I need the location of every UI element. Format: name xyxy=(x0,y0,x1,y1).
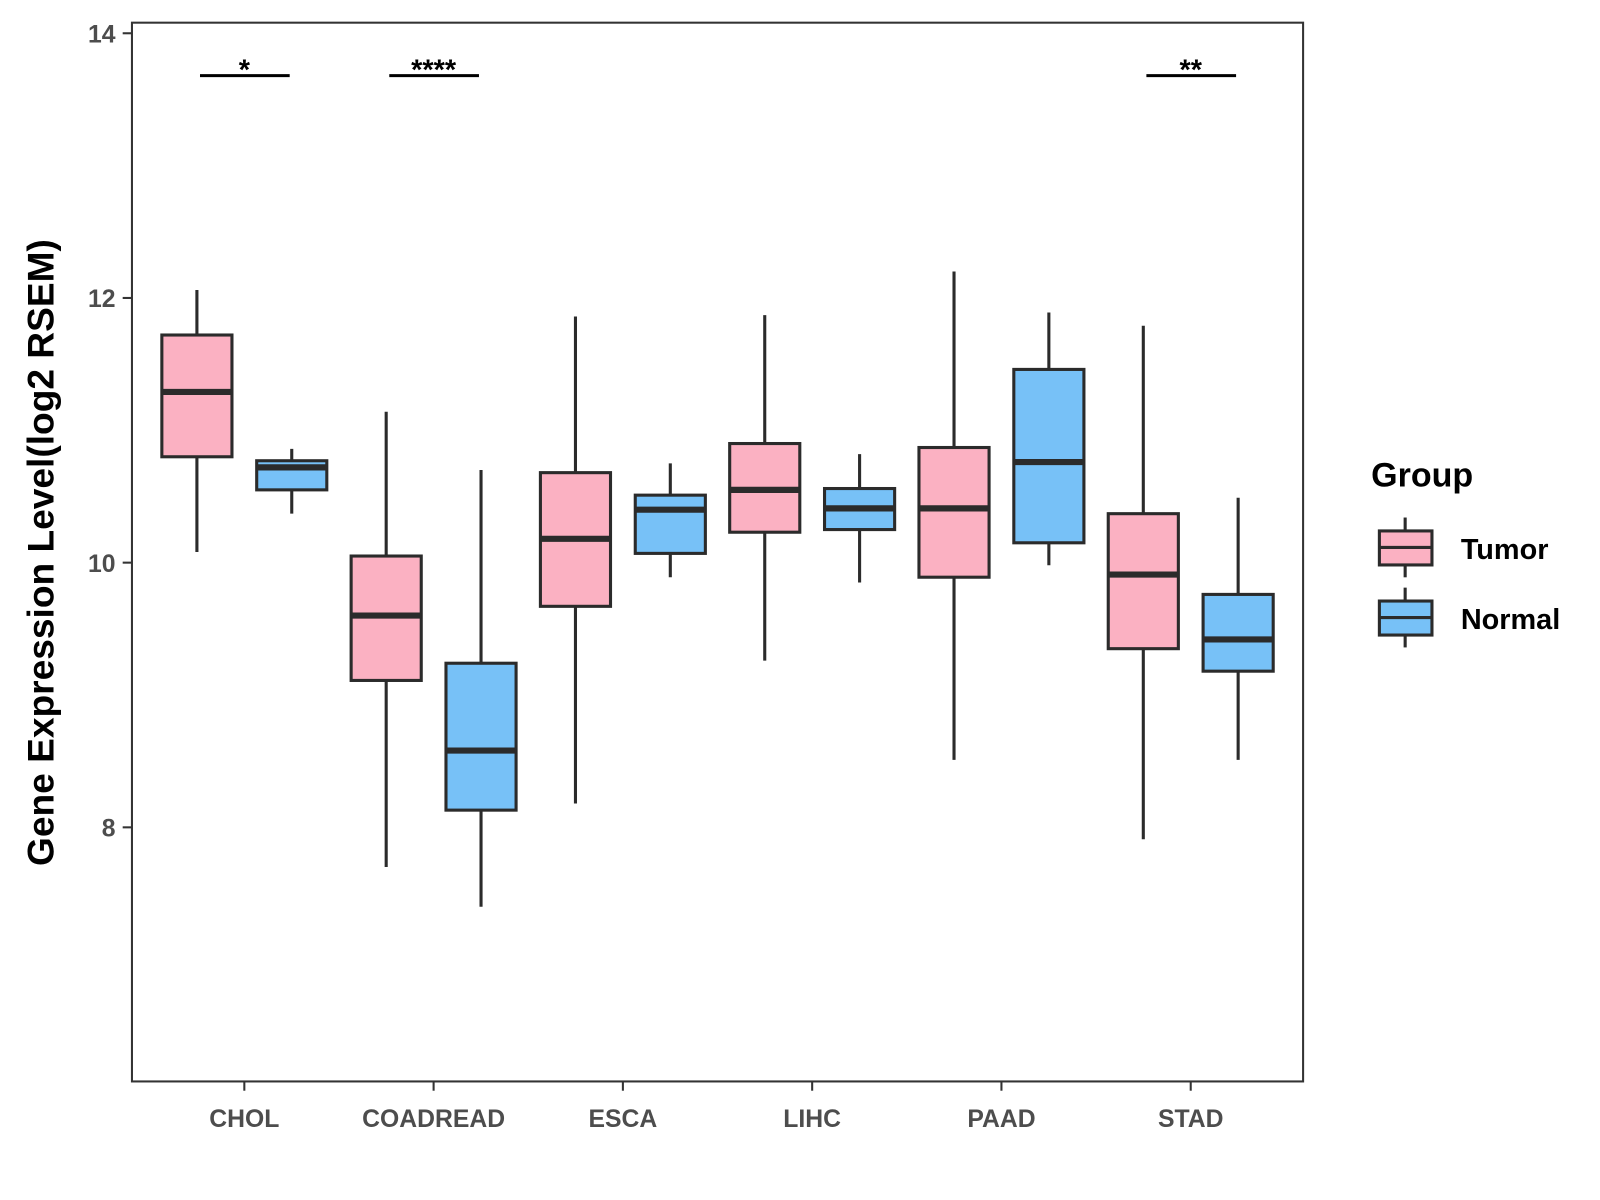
y-tick-label: 14 xyxy=(88,22,116,49)
box xyxy=(160,333,234,459)
box xyxy=(917,445,991,579)
box-normal-stad xyxy=(1201,497,1275,760)
box-tumor-lihc xyxy=(728,315,802,661)
box-tumor-stad xyxy=(1106,325,1180,840)
box-tumor-chol xyxy=(160,290,234,553)
x-tick-label: PAAD xyxy=(967,1106,1035,1133)
x-tick-label: CHOL xyxy=(209,1106,279,1133)
box xyxy=(1012,367,1086,545)
box xyxy=(444,661,518,812)
legend-key-normal xyxy=(1377,587,1434,648)
box-normal-coadread xyxy=(444,470,518,907)
box-normal-chol xyxy=(255,448,329,514)
legend-title: Group xyxy=(1371,457,1473,495)
box-normal-lihc xyxy=(822,454,897,583)
significance-label: ** xyxy=(1179,55,1202,87)
box-normal-esca xyxy=(633,463,707,578)
y-tick-label: 10 xyxy=(88,551,116,578)
significance-label: **** xyxy=(411,55,457,87)
x-tick-label: LIHC xyxy=(783,1106,841,1133)
box xyxy=(633,493,707,555)
box xyxy=(1201,592,1275,673)
legend: Group Tumor Normal xyxy=(1371,457,1560,648)
y-axis-label: Gene Expression Level(log2 RSEM) xyxy=(20,239,62,866)
box-normal-paad xyxy=(1012,312,1086,566)
box-tumor-esca xyxy=(538,316,613,804)
y-tick-label: 8 xyxy=(102,816,116,843)
legend-label-normal: Normal xyxy=(1461,604,1560,636)
significance-label: * xyxy=(239,55,251,87)
box xyxy=(1106,512,1180,651)
box-tumor-paad xyxy=(917,271,991,760)
legend-key-tumor xyxy=(1377,517,1434,578)
x-tick-label: STAD xyxy=(1158,1106,1224,1133)
legend-label-tumor: Tumor xyxy=(1461,534,1549,566)
y-tick-label: 12 xyxy=(88,286,116,313)
x-tick-label: COADREAD xyxy=(362,1106,505,1133)
box-tumor-coadread xyxy=(349,411,423,868)
x-tick-label: ESCA xyxy=(589,1106,658,1133)
